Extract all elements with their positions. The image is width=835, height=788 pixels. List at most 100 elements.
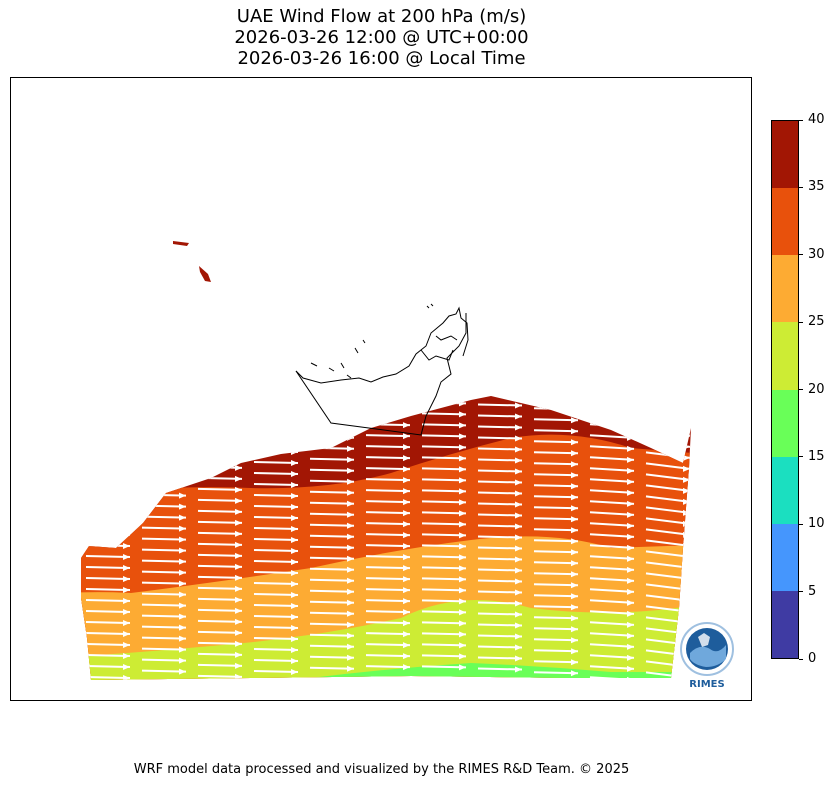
wind-vector-head [515, 534, 522, 541]
colorbar-tick [799, 186, 803, 188]
wind-vector-head [123, 565, 130, 571]
wind-vector-head [571, 670, 578, 677]
wind-vector [365, 467, 411, 471]
wind-vector [197, 520, 243, 524]
wind-vector [421, 489, 467, 493]
wind-vector-head [179, 580, 186, 587]
wind-vector-head [291, 482, 298, 489]
wind-vector [309, 567, 355, 571]
wind-vector [309, 413, 355, 417]
wind-vector [421, 544, 467, 548]
wind-vector [197, 564, 243, 568]
wind-vector-head [571, 593, 578, 600]
wind-vector-head [683, 454, 690, 461]
wind-vector [589, 412, 635, 417]
wind-vector-head [291, 614, 298, 621]
wind-vector [141, 658, 187, 662]
wind-vector-head [403, 444, 410, 451]
wind-vector-head [347, 533, 354, 540]
wind-vector-head [515, 666, 522, 673]
colorbar-segment [772, 322, 798, 390]
wind-vector [533, 506, 579, 510]
wind-vector [197, 663, 243, 667]
colorbar-tick [799, 389, 803, 390]
wind-vector-head [571, 560, 578, 567]
wind-vector [589, 467, 635, 472]
wind-vector-head [571, 505, 578, 512]
wind-vector-head [459, 554, 466, 561]
wind-vector-head [627, 588, 634, 595]
wind-vector-head [683, 520, 690, 527]
wind-vector-head [347, 456, 354, 463]
wind-vector-head [403, 499, 410, 506]
wind-vector [421, 522, 467, 526]
wind-vector [478, 394, 522, 395]
wind-vector-head [515, 633, 522, 640]
wind-vector-head [515, 556, 522, 563]
wind-vector [85, 456, 131, 459]
wind-vector [421, 511, 467, 515]
wind-vector [645, 462, 691, 470]
small-islands [173, 241, 211, 282]
wind-vector [589, 643, 635, 648]
wind-vector-head [235, 464, 242, 471]
wind-vector-head [459, 620, 466, 627]
wind-vector [85, 632, 131, 635]
wind-vector [477, 425, 523, 429]
wind-vector-head [123, 675, 130, 680]
wind-vector [197, 542, 243, 546]
wind-vector-head [123, 664, 130, 670]
wind-vector [421, 478, 467, 482]
wind-vector-head [123, 455, 130, 461]
wind-vector [645, 539, 691, 547]
wind-vector [533, 638, 579, 642]
wind-vector-head [627, 599, 634, 606]
wind-vector-head [571, 538, 578, 545]
wind-vector-head [403, 554, 410, 561]
wind-vector [533, 418, 579, 422]
wind-vector [365, 577, 411, 581]
wind-vector [533, 528, 579, 532]
wind-vector [477, 403, 523, 407]
wind-vector-head [403, 411, 410, 418]
wind-vector-head [123, 444, 130, 450]
wind-vector-head [571, 483, 578, 490]
wind-vector-head [179, 602, 186, 609]
wind-vector-head [347, 401, 354, 408]
wind-vector-head [571, 549, 578, 556]
wind-vector [589, 621, 635, 626]
wind-vector [309, 490, 355, 494]
wind-vector-head [627, 621, 634, 628]
wind-vector [645, 429, 691, 437]
wind-vector [365, 478, 411, 482]
wind-vector-head [627, 412, 634, 419]
colorbar-tick [799, 254, 803, 256]
colorbar-tick [799, 591, 803, 593]
wind-vector [365, 621, 411, 625]
wind-vector-head [459, 455, 466, 462]
wind-vector [309, 402, 355, 406]
wind-vector-head [515, 396, 522, 398]
wind-vector-head [627, 467, 634, 474]
wind-vector-head [459, 631, 466, 638]
wind-vector [197, 674, 243, 678]
wind-vector [85, 434, 131, 437]
wind-vector [85, 654, 131, 657]
wind-vector-head [515, 600, 522, 607]
colorbar-tick-label: 40 [808, 112, 825, 127]
wind-vector-head [459, 543, 466, 550]
colorbar-tick [799, 119, 803, 121]
wind-vector [253, 494, 299, 498]
wind-vector [365, 654, 411, 658]
wind-vector-head [683, 597, 690, 604]
wind-vector-head [291, 438, 298, 445]
colorbar-tick [799, 523, 803, 525]
wind-vector [197, 575, 243, 579]
wind-vector-head [347, 522, 354, 529]
wind-vector-head [179, 646, 186, 653]
colorbar-segment [772, 456, 798, 524]
wind-vector-head [179, 448, 186, 455]
wind-vector-head [235, 662, 242, 669]
wind-vector-head [459, 609, 466, 616]
wind-vector-head [571, 637, 578, 644]
